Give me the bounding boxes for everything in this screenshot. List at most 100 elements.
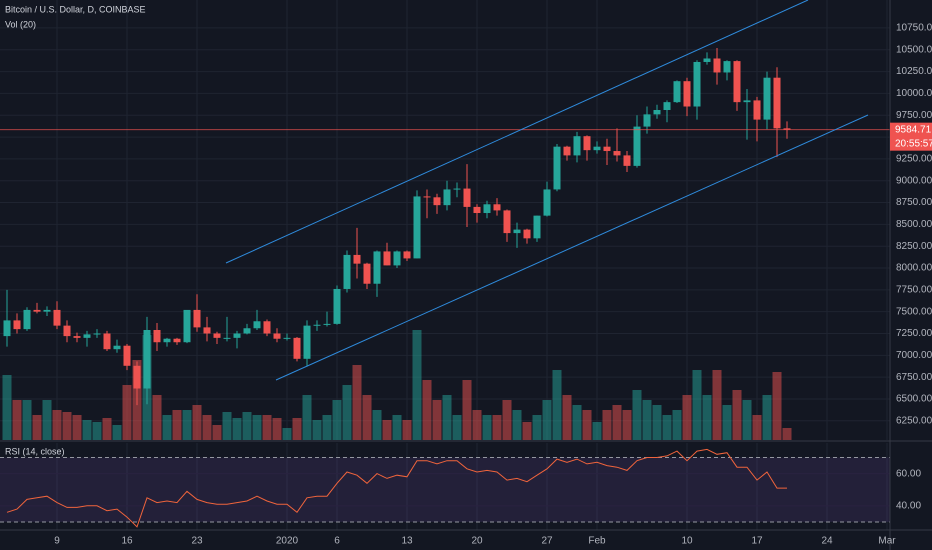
candle-body <box>663 102 671 110</box>
volume-bar <box>392 415 402 440</box>
candle-body <box>103 333 111 350</box>
candle-body <box>613 151 621 156</box>
y-tick-label: 6750.00 <box>896 372 932 383</box>
volume-bar <box>192 405 202 440</box>
volume-bar <box>592 422 602 440</box>
y-tick-label: 10000.00 <box>896 88 932 99</box>
candle-body <box>583 136 591 151</box>
volume-bar <box>672 410 682 440</box>
x-tick-label: 6 <box>334 536 340 547</box>
x-tick-label: 27 <box>541 536 553 547</box>
volume-bar <box>552 370 562 440</box>
volume-bar <box>522 422 532 440</box>
volume-bar <box>762 395 772 440</box>
symbol-title: Bitcoin / U.S. Dollar, D, COINBASE <box>5 4 146 14</box>
volume-bar <box>512 410 522 440</box>
volume-bar <box>352 365 362 440</box>
volume-bar <box>242 412 252 440</box>
candle-body <box>653 110 661 115</box>
channel-upper <box>225 0 809 264</box>
volume-bar <box>602 410 612 440</box>
candle-body <box>493 204 501 211</box>
volume-bar <box>772 372 782 440</box>
volume-bar <box>402 420 412 440</box>
volume-bar <box>102 418 112 440</box>
volume-bar <box>782 428 792 440</box>
x-tick-label: Mar <box>878 536 896 547</box>
volume-bar <box>462 380 472 440</box>
x-tick-label: 9 <box>54 536 60 547</box>
y-tick-label: 8000.00 <box>896 263 932 274</box>
candle-body <box>403 251 411 259</box>
candle-body <box>123 345 131 366</box>
volume-bar <box>562 395 572 440</box>
volume-bar <box>272 418 282 440</box>
candle-body <box>73 336 81 338</box>
y-tick-label: 7500.00 <box>896 306 932 317</box>
candle-body <box>703 58 711 62</box>
volume-bar <box>232 418 242 440</box>
volume-bar <box>172 410 182 440</box>
y-tick-label: 9000.00 <box>896 175 932 186</box>
candle-body <box>33 309 41 312</box>
volume-bar <box>22 400 32 440</box>
y-tick-label: 9750.00 <box>896 110 932 121</box>
candle-body <box>693 61 701 107</box>
volume-bar <box>292 418 302 440</box>
candle-body <box>673 81 681 103</box>
volume-bar <box>702 395 712 440</box>
y-tick-label: 10500.00 <box>896 44 932 55</box>
countdown: 20:55:57 <box>895 138 932 149</box>
candle-body <box>3 320 11 337</box>
volume-bar <box>162 415 172 440</box>
candle-body <box>453 188 461 190</box>
volume-bar <box>152 395 162 440</box>
volume-bar <box>362 395 372 440</box>
candle-body <box>473 206 481 214</box>
volume-bar <box>412 330 422 440</box>
y-tick-label: 7250.00 <box>896 328 932 339</box>
volume-bar <box>62 412 72 440</box>
volume-bar <box>202 415 212 440</box>
candle-body <box>333 288 341 324</box>
candle-body <box>683 81 691 107</box>
candle-body <box>773 77 781 129</box>
candle-body <box>633 126 641 166</box>
volume-bar <box>2 375 12 440</box>
y-tick-label: 10250.00 <box>896 66 932 77</box>
candle-body <box>383 251 391 266</box>
candle-body <box>63 325 71 337</box>
candle-body <box>83 334 91 338</box>
candle-body <box>223 337 231 339</box>
candle-body <box>443 189 451 206</box>
candle-body <box>433 197 441 206</box>
rsi-tick-label: 60.00 <box>896 468 921 479</box>
candle-body <box>153 330 161 343</box>
volume-bar <box>582 410 592 440</box>
volume-bar <box>262 415 272 440</box>
candle-body <box>283 337 291 339</box>
y-tick-label: 8250.00 <box>896 241 932 252</box>
candle-body <box>303 325 311 359</box>
candle-body <box>533 215 541 239</box>
x-tick-label: 13 <box>401 536 413 547</box>
candle-body <box>373 251 381 284</box>
volume-bar <box>662 415 672 440</box>
volume-bar <box>422 380 432 440</box>
volume-bar <box>212 425 222 440</box>
volume-bar <box>502 400 512 440</box>
y-tick-label: 8750.00 <box>896 197 932 208</box>
candle-body <box>43 309 51 312</box>
volume-label: Vol (20) <box>5 19 36 29</box>
candle-body <box>513 229 521 234</box>
volume-bar <box>312 420 322 440</box>
volume-bar <box>692 370 702 440</box>
volume-bar <box>82 420 92 440</box>
volume-bar <box>652 405 662 440</box>
candle-body <box>213 333 221 338</box>
y-tick-label: 9250.00 <box>896 154 932 165</box>
volume-bar <box>32 415 42 440</box>
y-tick-label: 7000.00 <box>896 350 932 361</box>
candles <box>0 48 890 406</box>
